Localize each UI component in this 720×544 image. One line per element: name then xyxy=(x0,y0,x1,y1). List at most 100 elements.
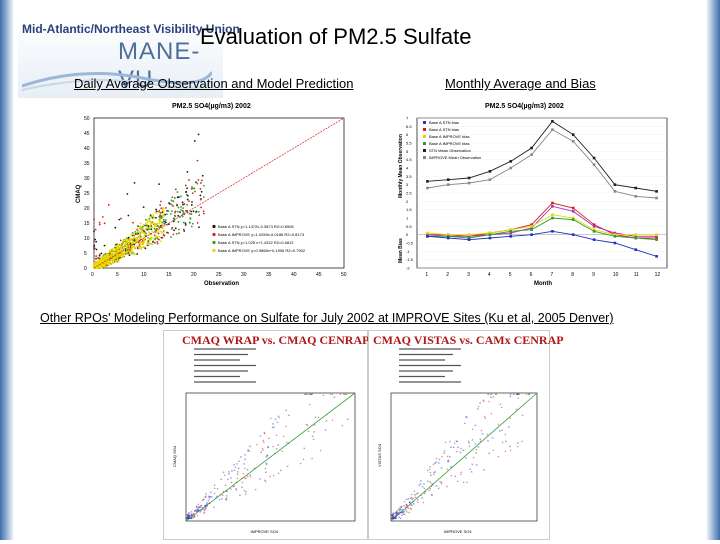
scatter3-point: + xyxy=(399,508,402,513)
scatter3-point: + xyxy=(440,481,443,486)
scatter1-point xyxy=(173,229,175,232)
scatter2-point: + xyxy=(329,392,332,397)
scatter2-point: × xyxy=(206,503,209,508)
scatter3-point: + xyxy=(412,495,415,500)
line1-series-point xyxy=(592,225,596,228)
scatter1-point xyxy=(202,184,205,187)
scatter2-point: × xyxy=(308,392,311,397)
scatter1-point xyxy=(185,209,187,212)
scatter1-point xyxy=(197,210,200,213)
scatter1-x-tick: 35 xyxy=(266,272,272,278)
scatter1-point xyxy=(170,236,172,238)
line1-legend-marker xyxy=(423,142,426,145)
scatter1-point xyxy=(134,231,137,233)
line1-series-point xyxy=(509,230,513,233)
scatter2-point: × xyxy=(205,503,208,508)
scatter2-point: + xyxy=(244,466,247,471)
scatter2-point: × xyxy=(247,448,250,453)
scatter3-point: × xyxy=(516,392,519,397)
scatter1-point xyxy=(199,188,202,190)
scatter2-point: + xyxy=(309,402,312,407)
scatter1-point xyxy=(150,222,153,225)
scatter3-point: × xyxy=(391,516,394,521)
scatter2-point: + xyxy=(194,509,197,514)
scatter3-point: + xyxy=(483,398,486,403)
scatter1-point xyxy=(120,244,123,246)
scatter3-point: + xyxy=(482,398,485,403)
scatter1-legend-marker xyxy=(212,248,216,253)
scatter1-point xyxy=(130,251,132,253)
scatter2-point: × xyxy=(199,509,202,514)
scatter3-point: × xyxy=(400,506,403,511)
scatter1-point xyxy=(200,206,202,209)
scatter3-point: × xyxy=(405,507,408,512)
line1-series-point xyxy=(509,166,513,170)
scatter2-point: × xyxy=(311,434,314,439)
scatter2-point: + xyxy=(278,415,281,420)
scatter1-point xyxy=(132,237,135,240)
scatter2-point: + xyxy=(345,392,348,397)
scatter2-point: × xyxy=(210,494,213,499)
scatter1-point xyxy=(152,215,154,218)
scatter3-point: × xyxy=(391,516,394,521)
scatter1-x-tick: 0 xyxy=(91,272,94,278)
scatter2-point: × xyxy=(197,508,200,513)
scatter3-point: + xyxy=(528,392,531,397)
scatter2-point: × xyxy=(187,516,190,521)
scatter2-point: + xyxy=(331,418,334,423)
scatter2-point: × xyxy=(237,469,240,474)
scatter1-point xyxy=(136,227,139,230)
scatter3-point: + xyxy=(499,401,502,406)
scatter3-point: + xyxy=(460,472,463,477)
scatter2-point: × xyxy=(311,392,314,397)
scatter2-point: × xyxy=(265,454,268,459)
scatter2-point: × xyxy=(186,512,189,517)
scatter1-point xyxy=(119,245,122,248)
scatter3-point: × xyxy=(435,459,438,464)
scatter1-point xyxy=(148,217,151,220)
scatter3-point: × xyxy=(479,436,482,441)
scatter2-point: + xyxy=(274,451,277,456)
scatter1-point xyxy=(182,212,185,215)
scatter3-point: + xyxy=(396,508,399,513)
scatter3-point: × xyxy=(417,490,420,495)
scatter2-point: + xyxy=(208,496,211,501)
scatter1-point xyxy=(93,244,96,247)
scatter3-point: × xyxy=(434,469,437,474)
scatter3-point: + xyxy=(406,502,409,507)
scatter1-point xyxy=(121,256,124,259)
scatter2-point: + xyxy=(283,434,286,439)
scatter1-point xyxy=(139,225,142,228)
scatter2-point: × xyxy=(187,516,190,521)
scatter1-point xyxy=(114,252,116,255)
scatter3-point: + xyxy=(396,512,399,517)
scatter1-point xyxy=(162,210,165,212)
scatter3-point: × xyxy=(479,400,482,405)
line1-title: PM2.5 SO4(µg/m3) 2002 xyxy=(485,103,564,110)
scatter3-point: + xyxy=(406,503,409,508)
scatter3-point: + xyxy=(439,479,442,484)
scatter2-point: + xyxy=(187,515,190,520)
scatter1-point xyxy=(191,187,194,190)
scatter2-point: × xyxy=(202,506,205,511)
scatter2-point: × xyxy=(187,515,190,520)
scatter1-point xyxy=(155,222,158,225)
scatter2-point: + xyxy=(281,449,284,454)
scatter1-point xyxy=(149,226,151,228)
scatter3-point: × xyxy=(400,504,403,509)
scatter1-point xyxy=(142,206,145,209)
scatter3-point: × xyxy=(408,500,411,505)
scatter2-point: + xyxy=(232,484,235,489)
scatter2-point: × xyxy=(240,454,243,459)
scatter1-point xyxy=(101,255,104,258)
scatter3-point: × xyxy=(394,516,397,521)
scatter1-point xyxy=(146,219,149,222)
scatter1-point xyxy=(173,214,176,217)
scatter3-point: × xyxy=(392,513,395,518)
scatter2-point: × xyxy=(190,516,193,521)
scatter1-point xyxy=(122,242,124,245)
scatter1-point xyxy=(185,190,188,193)
scatter2-point: + xyxy=(219,492,222,497)
scatter2-point: + xyxy=(192,515,195,520)
scatter3-point: + xyxy=(484,416,487,421)
